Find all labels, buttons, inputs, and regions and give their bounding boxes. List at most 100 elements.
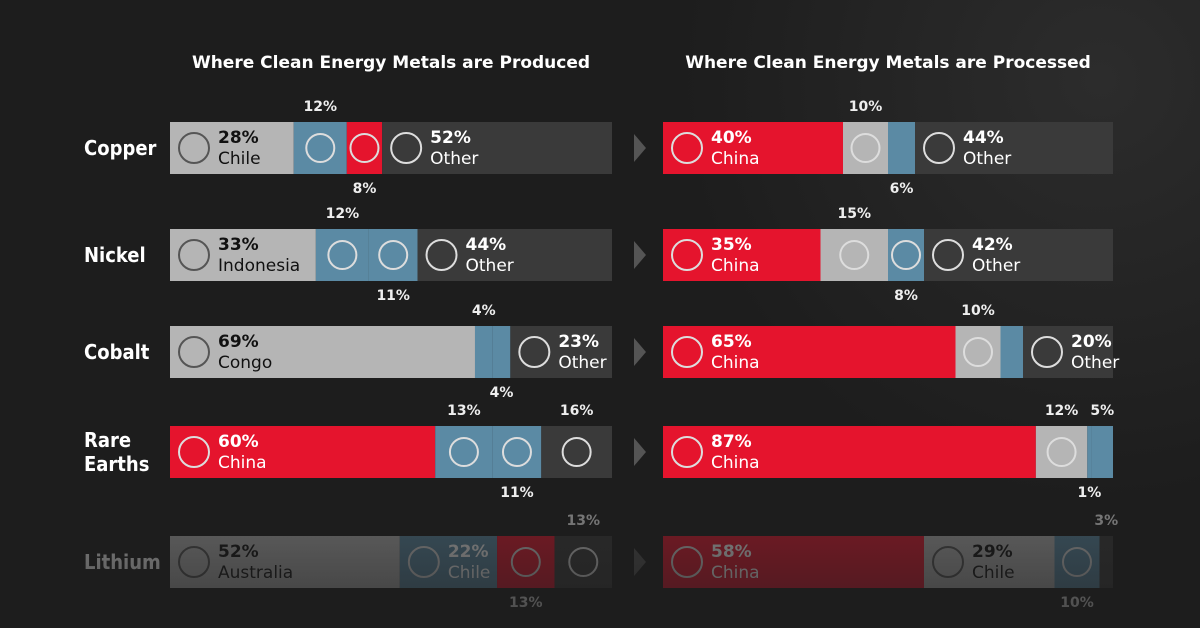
bar-segment [663, 122, 843, 174]
value-label: 22% [448, 542, 489, 562]
bar-segment [170, 426, 436, 478]
value-label: 11% [376, 288, 410, 304]
bar-segment [315, 229, 369, 281]
flag-icon [891, 240, 921, 270]
bar-segment [955, 326, 1001, 378]
flag-icon [518, 336, 551, 368]
bar-segment [346, 122, 383, 174]
value-label: 35% [711, 235, 752, 255]
value-label: 42% [972, 235, 1013, 255]
bar-segment [1054, 536, 1100, 588]
flag-icon [1046, 437, 1077, 467]
value-label: 60% [218, 432, 259, 452]
value-label: 10% [1060, 595, 1094, 611]
chart-title: Where Clean Energy Metals are Produced [192, 53, 590, 73]
value-label: 52% [218, 542, 259, 562]
arrow [634, 548, 646, 576]
bar-segment [497, 536, 555, 588]
flag-icon [378, 240, 409, 270]
value-label: 1% [1078, 485, 1102, 501]
chart-title: Where Clean Energy Metals are Processed [685, 53, 1091, 73]
bar-segment [510, 326, 612, 378]
flag-icon [850, 133, 881, 163]
flag-icon [448, 437, 479, 467]
segment-name: China [711, 563, 760, 583]
bar-segment [554, 536, 612, 588]
category-label: Cobalt [84, 340, 150, 364]
category-label: Lithium [84, 550, 161, 574]
flag-icon [390, 132, 423, 164]
arrow [634, 438, 646, 466]
bar-segment [915, 122, 1113, 174]
flag-icon [1031, 336, 1063, 368]
flag-icon [839, 240, 870, 270]
value-label: 8% [894, 288, 918, 304]
flag-icon [671, 239, 703, 271]
value-label: 10% [961, 303, 995, 319]
bar-segment [541, 426, 612, 478]
flag-icon [501, 437, 532, 467]
segment-name: Other [972, 256, 1020, 276]
bar-segment [1087, 426, 1092, 478]
bar-segment [820, 229, 888, 281]
segment-name: Other [1071, 353, 1119, 373]
flag-icon [671, 336, 703, 368]
flag-icon [305, 133, 336, 163]
bar-segment [663, 426, 1036, 478]
value-label: 52% [430, 128, 471, 148]
arrow [634, 134, 646, 162]
bar-segment [663, 326, 956, 378]
segment-name: Indonesia [218, 256, 300, 276]
bar-segment [170, 122, 294, 174]
segment-name: Chile [218, 149, 261, 169]
bar-segment [417, 229, 612, 281]
flag-icon [178, 239, 210, 271]
category-label: Copper [84, 136, 157, 160]
bar-segment [1035, 426, 1088, 478]
segment-name: China [711, 256, 760, 276]
value-label: 58% [711, 542, 752, 562]
value-label: 23% [558, 332, 599, 352]
bar-segment [382, 122, 612, 174]
bar-segment [888, 229, 924, 281]
value-label: 33% [218, 235, 259, 255]
value-label: 13% [509, 595, 543, 611]
segment-name: China [711, 353, 760, 373]
segment-name: Other [466, 256, 514, 276]
bar-segment [924, 229, 1113, 281]
flag-icon [923, 132, 955, 164]
value-label: 40% [711, 128, 752, 148]
flag-icon [178, 336, 210, 368]
value-label: 29% [972, 542, 1013, 562]
bar-segment [663, 229, 821, 281]
value-label: 5% [1090, 403, 1114, 419]
value-label: 28% [218, 128, 259, 148]
bar-segment [1099, 536, 1113, 588]
segment-name: China [711, 453, 760, 473]
flag-icon [963, 337, 993, 367]
value-label: 20% [1071, 332, 1112, 352]
value-label: 11% [500, 485, 534, 501]
segment-name: Australia [218, 563, 293, 583]
bar-segment [888, 122, 915, 174]
value-label: 15% [837, 206, 871, 222]
flag-icon [178, 132, 210, 164]
bar-segment [1000, 326, 1023, 378]
flag-icon [425, 239, 458, 271]
value-label: 12% [304, 99, 338, 115]
segment-name: Chile [972, 563, 1015, 583]
category-label: Nickel [84, 243, 146, 267]
bar-segment [368, 229, 418, 281]
bar-segment [1023, 326, 1113, 378]
bar-segment [1091, 426, 1113, 478]
flag-icon [671, 436, 703, 468]
value-label: 12% [1045, 403, 1079, 419]
segment-name: Chile [448, 563, 491, 583]
bar-segment [293, 122, 347, 174]
bar-segment [435, 426, 493, 478]
value-label: 87% [711, 432, 752, 452]
bar-segment [474, 326, 493, 378]
value-label: 6% [890, 181, 914, 197]
arrow [634, 241, 646, 269]
